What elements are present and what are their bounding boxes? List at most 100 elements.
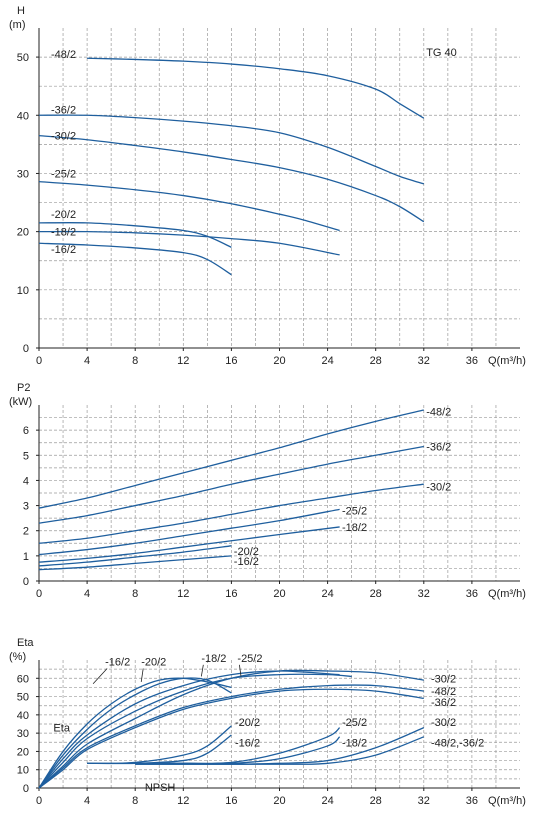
chart1-series-line-16-2	[38, 242, 232, 276]
chart2-x-tick-label: 36	[466, 588, 478, 600]
chart3-eta-label: Eta	[53, 722, 70, 734]
chart3-x-tick-label: 4	[84, 795, 90, 807]
chart3-y-tick-label: 30	[17, 728, 29, 740]
chart2-series-line-18-2	[38, 526, 340, 563]
chart3-x-tick-label: 36	[466, 795, 478, 807]
chart3-eta-line-48-2	[38, 684, 424, 789]
chart2-x-tick-label: 12	[177, 588, 189, 600]
chart1-series-line-18-2	[38, 230, 340, 256]
chart1-series-line-48-2	[87, 57, 425, 119]
chart1-series-label-18-2: -18/2	[51, 227, 76, 239]
chart3-curve-label-16-2: -16/2	[235, 737, 260, 749]
chart2-series-line-16-2	[38, 555, 232, 571]
chart2-y-tick-label: 6	[23, 425, 29, 437]
chart3-x-label: Q(m³/h)	[488, 795, 526, 807]
chart2-x-tick-label: 28	[370, 588, 382, 600]
chart3-curve-label-20-2: -20/2	[235, 717, 260, 729]
chart1-series-line-36-2	[38, 114, 424, 185]
chart1-y-unit: (m)	[9, 19, 26, 31]
chart1-x-tick-label: 36	[466, 355, 478, 367]
chart3-eta-line-30-2	[38, 669, 424, 789]
chart3-npsh-line-48-2-36-2	[135, 736, 425, 765]
chart3-y-unit: (%)	[9, 651, 26, 663]
chart1-x-tick-label: 24	[321, 355, 333, 367]
chart3-curve-label-48-2-36-2: -48/2,-36/2	[431, 737, 484, 749]
chart1-series-label-48-2: -48/2	[51, 49, 76, 61]
chart2-series-label-30-2: -30/2	[426, 482, 451, 494]
chart1-x-tick-label: 12	[177, 355, 189, 367]
chart2-x-label: Q(m³/h)	[488, 588, 526, 600]
chart3-leader-16-2	[92, 668, 108, 685]
chart2-y-tick-label: 2	[23, 526, 29, 538]
chart3-x-tick-label: 0	[36, 795, 42, 807]
chart3-curve-label-48-2: -48/2	[431, 686, 456, 698]
chart2-series-label-16-2: -16/2	[234, 556, 259, 568]
chart2-series-label-20-2: -20/2	[234, 546, 259, 558]
chart3-top-label-16-2: -16/2	[105, 656, 130, 668]
chart3-y-label: Eta	[17, 637, 34, 649]
chart2-y-tick-label: 5	[23, 450, 29, 462]
chart3-curve-label-25-2: -25/2	[342, 717, 367, 729]
chart1-model-label: TG 40	[426, 47, 457, 59]
chart2-series-line-20-2	[38, 545, 232, 567]
chart3-curve-label-30-2: -30/2	[431, 673, 456, 685]
chart1-series-line-30-2	[38, 134, 425, 223]
chart2-series-line-36-2	[38, 445, 424, 524]
chart2-y-unit: (kW)	[9, 396, 32, 408]
chart1-y-tick-label: 50	[17, 52, 29, 64]
chart3-npsh-line-18-2	[135, 736, 341, 765]
chart3-y-tick-label: 40	[17, 710, 29, 722]
chart3-curve-label-18-2: -18/2	[342, 737, 367, 749]
chart1-x-tick-label: 0	[36, 355, 42, 367]
chart3-y-tick-label: 20	[17, 746, 29, 758]
chart2-series-label-25-2: -25/2	[342, 506, 367, 518]
chart3-npsh-line-16-2	[87, 734, 232, 765]
chart2-y-label: P2	[17, 382, 30, 394]
chart1-y-tick-label: 20	[17, 227, 29, 239]
chart2-x-tick-label: 4	[84, 588, 90, 600]
chart3-leader-18-2	[200, 664, 204, 677]
chart2-series-line-30-2	[38, 483, 424, 544]
chart3-curve-label-36-2: -36/2	[431, 697, 456, 709]
chart2-x-tick-label: 16	[225, 588, 237, 600]
chart2-series-label-18-2: -18/2	[342, 522, 367, 534]
chart1-x-tick-label: 32	[418, 355, 430, 367]
chart3-npsh-label: NPSH	[145, 782, 176, 794]
chart3-eta-line-36-2	[38, 688, 424, 789]
chart1-y-tick-label: 30	[17, 168, 29, 180]
chart3-curve-label-30-2: -30/2	[431, 717, 456, 729]
chart2-y-tick-label: 0	[23, 576, 29, 588]
chart3-leader-20-2	[140, 668, 144, 683]
chart3-top-label-18-2: -18/2	[201, 653, 226, 665]
chart3-y-tick-label: 60	[17, 673, 29, 685]
chart2-x-tick-label: 32	[418, 588, 430, 600]
chart2-series-label-48-2: -48/2	[426, 406, 451, 418]
chart2-y-tick-label: 4	[23, 475, 29, 487]
chart2-x-tick-label: 20	[273, 588, 285, 600]
chart2-series-line-48-2	[38, 409, 424, 509]
chart1-series-label-20-2: -20/2	[51, 209, 76, 221]
chart2-y-tick-label: 3	[23, 501, 29, 513]
chart1-x-tick-label: 8	[132, 355, 138, 367]
chart1-series-label-25-2: -25/2	[51, 168, 76, 180]
chart1-x-tick-label: 4	[84, 355, 90, 367]
chart1-y-tick-label: 0	[23, 343, 29, 355]
chart3-y-tick-label: 0	[23, 783, 29, 795]
chart2-series-label-36-2: -36/2	[426, 441, 451, 453]
chart3-eta-line-20-2	[38, 677, 232, 789]
chart1-y-label: H	[17, 5, 25, 17]
chart3-eta-line-25-2	[38, 673, 352, 789]
chart3-x-tick-label: 8	[132, 795, 138, 807]
chart1-y-tick-label: 10	[17, 285, 29, 297]
chart3-x-tick-label: 20	[273, 795, 285, 807]
chart2-x-tick-label: 24	[321, 588, 333, 600]
chart2-y-tick-label: 1	[23, 551, 29, 563]
chart1-y-tick-label: 40	[17, 110, 29, 122]
chart1-x-tick-label: 28	[370, 355, 382, 367]
chart2-x-tick-label: 0	[36, 588, 42, 600]
chart1-series-line-25-2	[38, 180, 340, 232]
chart3-x-tick-label: 16	[225, 795, 237, 807]
chart3-x-tick-label: 24	[321, 795, 333, 807]
chart3-top-label-20-2: -20/2	[141, 656, 166, 668]
